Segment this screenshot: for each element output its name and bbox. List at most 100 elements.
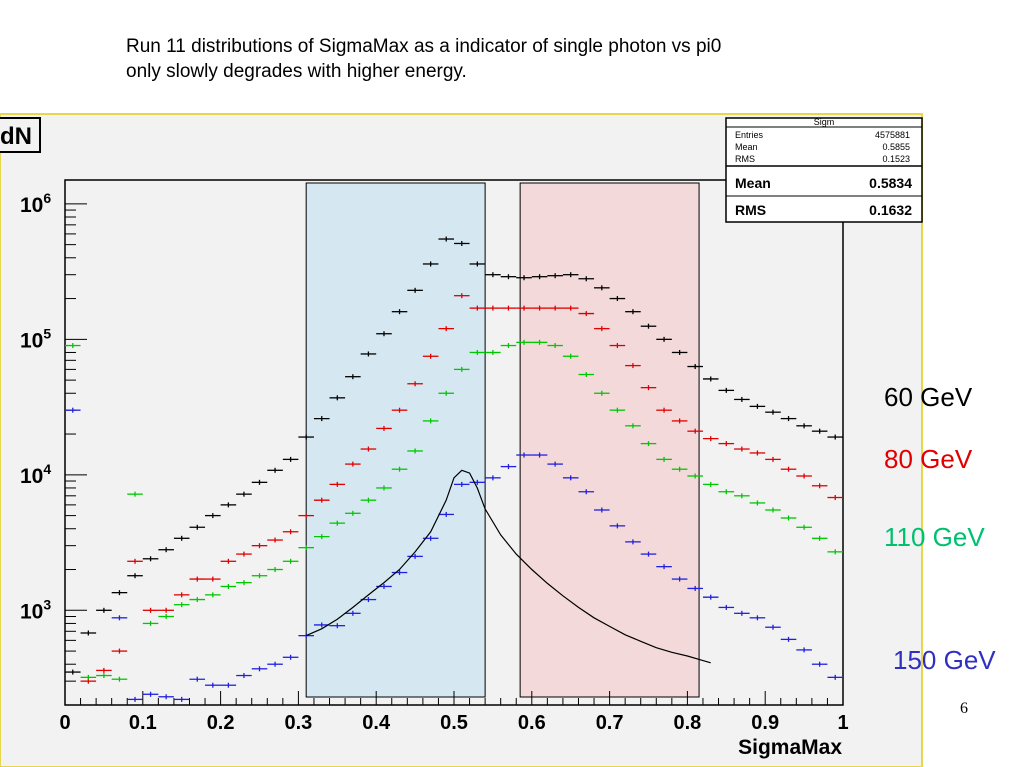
data-point (391, 407, 408, 413)
data-point (251, 666, 268, 672)
data-point (282, 654, 299, 660)
data-point (282, 456, 299, 462)
data-point (640, 385, 657, 391)
data-point (718, 387, 735, 393)
data-point (345, 610, 361, 616)
data-point (656, 407, 672, 413)
data-point (547, 305, 563, 311)
data-point (422, 261, 439, 267)
data-point (173, 696, 190, 702)
data-point (189, 576, 206, 582)
data-point (594, 326, 610, 332)
data-point (827, 434, 843, 440)
data-point (422, 418, 439, 424)
data-point (282, 558, 299, 564)
data-point (142, 620, 159, 626)
stats-box: Sigm Entries 4575881 Mean 0.5855 RMS 0.1… (725, 117, 923, 223)
data-point (531, 274, 548, 280)
x-tick-label: 0.7 (596, 712, 624, 734)
data-point (96, 667, 112, 673)
data-point (142, 607, 159, 613)
data-point (671, 466, 688, 472)
data-point (594, 390, 610, 396)
data-point (376, 425, 392, 431)
data-point (127, 573, 143, 579)
energy-label-60: 60 GeV (884, 382, 973, 412)
data-point (516, 305, 532, 311)
data-point (594, 507, 610, 513)
data-point (578, 372, 595, 378)
data-point (438, 511, 454, 517)
data-point (345, 374, 361, 380)
data-point (547, 461, 563, 467)
data-point (407, 287, 423, 293)
data-point (267, 537, 283, 543)
data-point (811, 428, 828, 434)
data-point (625, 539, 641, 545)
data-point (391, 570, 408, 576)
data-point (220, 558, 237, 564)
x-tick-label: 0 (59, 712, 70, 734)
y-tick-label: 106 (20, 190, 51, 217)
data-point (329, 395, 346, 401)
data-point (158, 694, 174, 700)
data-point (298, 545, 314, 551)
x-tick-label: 0.3 (284, 712, 312, 734)
data-point (96, 607, 112, 613)
data-point (811, 661, 828, 667)
stats-entries-value: 4575881 (875, 130, 910, 140)
data-point (127, 491, 143, 497)
data-point (594, 285, 610, 291)
data-point (765, 456, 781, 462)
data-point (360, 446, 377, 452)
data-point (189, 524, 206, 530)
data-point (500, 343, 517, 349)
y-tick-label: 103 (20, 596, 51, 623)
x-tick-label: 1 (837, 712, 848, 734)
x-tick-label: 0.2 (207, 712, 235, 734)
data-point (469, 261, 486, 267)
y-axis-title: dN (0, 123, 32, 150)
selection-regions (305, 182, 700, 698)
data-point (734, 493, 750, 499)
data-point (640, 551, 657, 557)
data-point (811, 535, 828, 541)
stats-big-rms-value: 0.1632 (869, 202, 912, 218)
data-point (469, 305, 486, 311)
data-point (173, 602, 190, 608)
data-point (80, 630, 97, 636)
data-point (765, 624, 781, 630)
x-tick-label: 0.6 (518, 712, 546, 734)
data-point (547, 273, 563, 279)
data-point (267, 467, 283, 473)
data-point (500, 274, 517, 280)
data-series (65, 236, 843, 702)
data-point (376, 331, 392, 337)
data-point (578, 311, 595, 317)
stats-box-name: Sigm (814, 117, 835, 127)
data-point (345, 461, 361, 467)
energy-label-110: 110 GeV (884, 522, 985, 552)
data-point (298, 513, 314, 519)
data-point (220, 502, 237, 508)
data-point (780, 515, 797, 521)
series-3 (65, 339, 843, 682)
data-point (625, 309, 641, 315)
series-2 (80, 293, 843, 684)
data-point (796, 423, 812, 429)
data-point (718, 489, 735, 495)
axis-ticks (64, 203, 844, 706)
data-point (734, 396, 750, 402)
data-point (205, 592, 221, 598)
stats-mean-label: Mean (735, 142, 758, 152)
data-point (578, 276, 595, 282)
data-point (454, 293, 470, 299)
data-point (656, 456, 672, 462)
data-point (749, 615, 766, 621)
selection-region-1 (305, 182, 486, 698)
data-point (749, 403, 766, 409)
data-point (734, 610, 750, 616)
data-point (516, 339, 532, 345)
data-point (485, 349, 501, 355)
